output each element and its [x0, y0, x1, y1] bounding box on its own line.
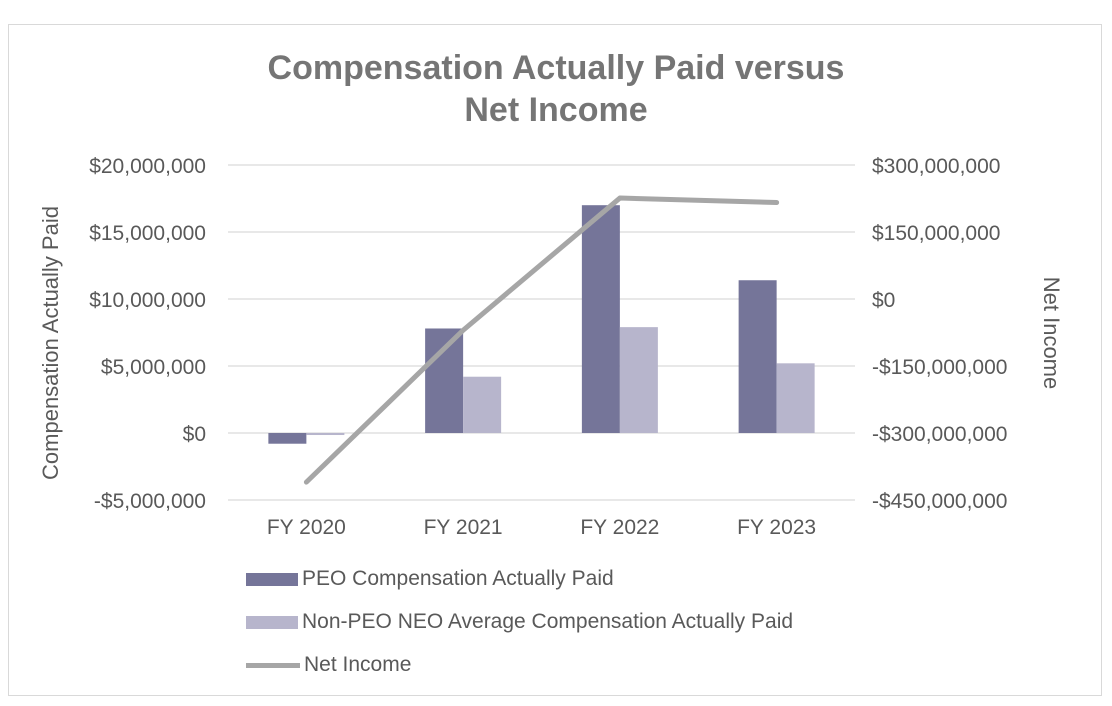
- y2-axis-label: Net Income: [1039, 277, 1064, 390]
- chart-frame: [8, 24, 1102, 696]
- chart-title-line-2: Net Income: [464, 91, 648, 129]
- y-tick-label: $10,000,000: [89, 289, 206, 312]
- x-tick-label: FY 2020: [267, 516, 346, 539]
- y-tick-label: -$5,000,000: [94, 490, 206, 513]
- bar-non-peo: [619, 327, 658, 433]
- y2-tick-label: $150,000,000: [872, 222, 1000, 245]
- bars: [268, 205, 815, 444]
- bar-non-peo: [306, 433, 345, 436]
- x-tick-label: FY 2023: [737, 516, 816, 539]
- y2-tick-label: $0: [872, 289, 895, 312]
- y-axis-label: Compensation Actually Paid: [38, 206, 63, 480]
- net-income-line: [303, 195, 780, 485]
- legend-swatch-non-peo: [246, 615, 298, 629]
- bar-non-peo: [776, 363, 815, 433]
- bar-non-peo: [463, 376, 502, 433]
- bar-peo: [425, 328, 464, 433]
- legend-item-non-peo: Non-PEO NEO Average Compensation Actuall…: [246, 610, 793, 634]
- y2-tick-label: -$150,000,000: [872, 356, 1007, 379]
- legend-label-peo: PEO Compensation Actually Paid: [302, 567, 614, 590]
- legend-item-net-income: Net Income: [246, 653, 411, 677]
- net-income-line-layer: [303, 195, 780, 485]
- y-tick-label: $0: [183, 423, 206, 446]
- legend-item-peo: PEO Compensation Actually Paid: [246, 567, 614, 591]
- x-tick-label: FY 2021: [424, 516, 503, 539]
- bar-peo: [581, 205, 620, 433]
- y-tick-label: $5,000,000: [101, 356, 206, 379]
- y2-tick-label: -$300,000,000: [872, 423, 1007, 446]
- bar-peo: [268, 433, 307, 444]
- legend-line-net-income: [246, 662, 300, 668]
- y2-tick-label: -$450,000,000: [872, 490, 1007, 513]
- x-tick-label: FY 2022: [580, 516, 659, 539]
- y-tick-label: $15,000,000: [89, 222, 206, 245]
- tick-labels: $20,000,000 $15,000,000 $10,000,000 $5,000,…: [89, 155, 1007, 539]
- y-tick-label: $20,000,000: [89, 155, 206, 178]
- legend-swatch-peo: [246, 572, 298, 586]
- y2-tick-label: $300,000,000: [872, 155, 1000, 178]
- chart-title-line-1: Compensation Actually Paid versus: [267, 49, 845, 87]
- bar-peo: [738, 280, 777, 433]
- legend-label-net-income: Net Income: [304, 653, 412, 676]
- legend-label-non-peo: Non-PEO NEO Average Compensation Actuall…: [302, 610, 794, 633]
